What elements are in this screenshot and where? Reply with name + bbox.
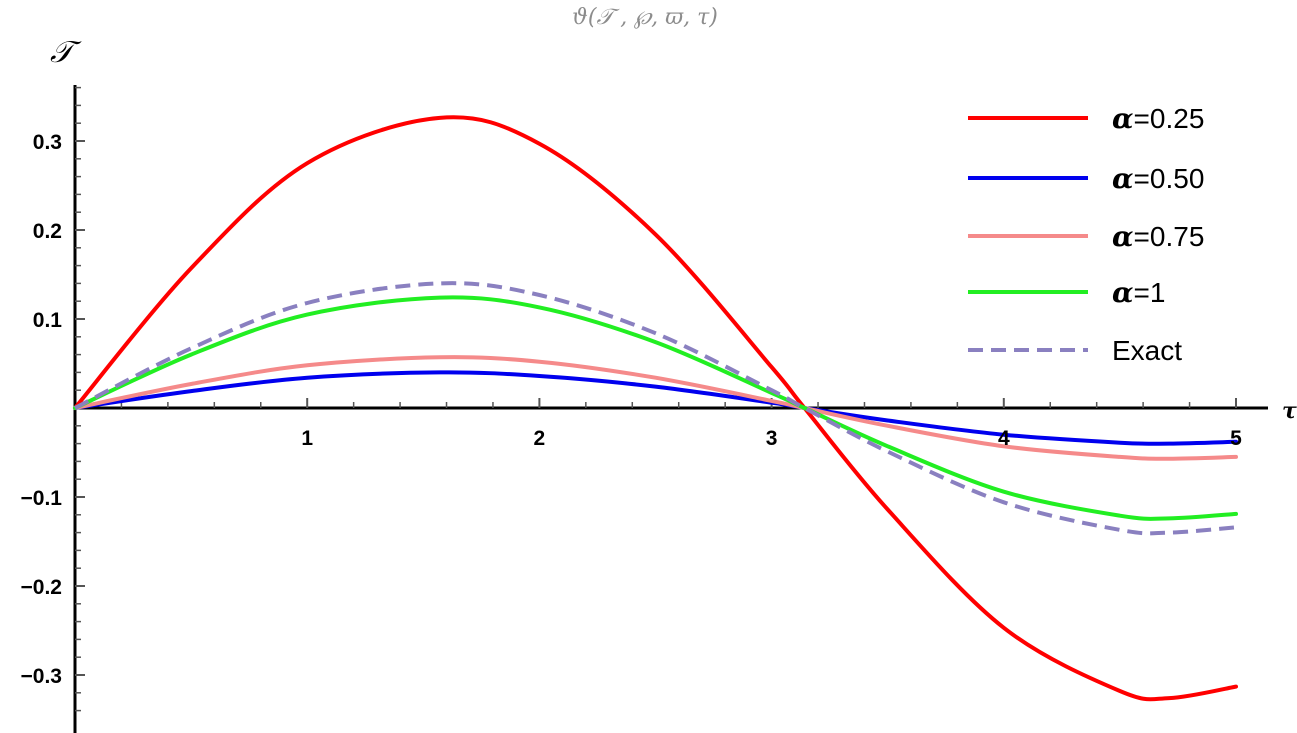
series-alpha-075-line — [73, 355, 1238, 461]
axes — [73, 85, 1268, 733]
x-tick-label: 1 — [301, 427, 313, 450]
x-tick-label: 5 — [1230, 427, 1242, 450]
chart-title: ϑ(𝒯 , ℘, ϖ, τ) — [572, 5, 718, 30]
y-axis-label: 𝒯 — [50, 35, 82, 70]
legend: α=0.25 α=0.50 α=0.75 α=1 Exact — [968, 102, 1204, 366]
y-tick-label: −0.1 — [21, 487, 63, 510]
tick-labels: 1 2 3 4 5 0.3 0.2 0.1 −0.1 −0.2 −0.3 — [21, 131, 1243, 688]
series-alpha-050-line — [73, 370, 1238, 446]
series-alpha-025-legend-label: α=0.25 — [1112, 102, 1204, 135]
y-tick-label: 0.3 — [33, 131, 62, 154]
y-tick-label: 0.1 — [33, 309, 63, 332]
series-layer — [73, 115, 1238, 702]
x-tick-label: 3 — [766, 427, 778, 450]
y-tick-label: 0.2 — [33, 220, 62, 243]
y-tick-label: −0.3 — [21, 665, 62, 688]
series-exact-line — [74, 281, 1237, 536]
y-tick-label: −0.2 — [21, 576, 62, 599]
x-tick-label: 4 — [998, 427, 1010, 450]
x-tick-label: 2 — [534, 427, 546, 450]
series-alpha-050-legend-label: α=0.50 — [1112, 162, 1204, 195]
series-alpha-025-line — [73, 115, 1238, 702]
series-alpha-1-line — [73, 295, 1238, 521]
x-axis-label: τ — [1282, 398, 1297, 424]
series-alpha-075-legend-label: α=0.75 — [1112, 220, 1204, 253]
series-exact-legend-label: Exact — [1112, 335, 1182, 366]
series-alpha-1-legend-label: α=1 — [1112, 276, 1165, 309]
